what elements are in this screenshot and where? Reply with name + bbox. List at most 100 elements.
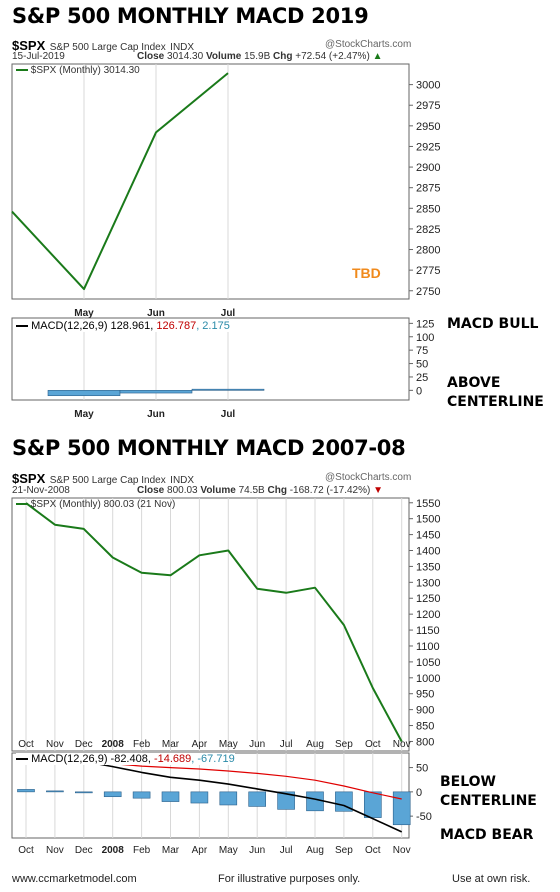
bottom-price-xtick-label: Mar [161, 739, 180, 750]
bottom-macd-xtick-label: Jul [280, 845, 293, 856]
bottom-price-ytick-label: 1400 [416, 546, 440, 558]
bottom-macd-hist-bar [103, 791, 122, 798]
bottom-macd-legend-swatch [16, 758, 28, 761]
bottom-price-ytick-label: 1450 [416, 530, 440, 542]
top-macd-ytick-label: 50 [416, 359, 428, 371]
top-annot-centerline: CENTERLINE [447, 394, 544, 410]
bottom-price-xtick-label: Nov [45, 739, 64, 750]
bottom-macd-hist-bar [190, 791, 209, 804]
top-price-xtick-label: Jul [221, 308, 236, 319]
bottom-macd-hist-bar [219, 791, 238, 806]
bottom-price-xtick-label: Sep [334, 739, 353, 750]
top-price-ytick-label: 3000 [416, 80, 440, 92]
bottom-price-xtick-label: Oct [18, 739, 34, 750]
bottom-macd-ytick-label: -50 [416, 811, 432, 823]
bottom-macd-hist-bar [75, 791, 93, 794]
top-price-frame [11, 63, 410, 300]
bottom-chg-down-arrow-icon: ▼ [373, 485, 384, 496]
bottom-signal-line [112, 763, 402, 800]
bottom-price-xtick-label: Dec [74, 739, 93, 750]
top-macd-hist-bar [119, 390, 193, 394]
bottom-price-xtick-label: Apr [191, 739, 208, 750]
top-chart-title: S&P 500 MONTHLY MACD 2019 [12, 4, 369, 28]
bottom-macd-xtick-label: Feb [133, 845, 151, 856]
bottom-chg-value: -168.72 (-17.42%) [289, 485, 371, 496]
top-macd-legend-signal: 126.787 [156, 320, 197, 332]
bottom-header-line2: 21-Nov-2008 Close 800.03 Volume 74.5B Ch… [12, 485, 417, 496]
bottom-macd-xtick-label: Jun [249, 845, 265, 856]
top-macd-ytick-label: 0 [416, 385, 422, 397]
bottom-macd-hist-bar [392, 791, 411, 826]
top-macd-ytick-label: 125 [416, 318, 434, 330]
bottom-macd-xtick-label: Oct [18, 845, 34, 856]
bottom-macd-legend-macd: MACD(12,26,9) -82.408, [31, 753, 154, 765]
top-price-ytick-label: 2800 [416, 245, 440, 257]
top-symbol: $SPX [12, 38, 46, 53]
bottom-price-xtick-label: Jun [249, 739, 266, 750]
bottom-macd-xtick-label: Aug [306, 845, 324, 856]
top-volume-label: Volume [205, 51, 242, 62]
top-watermark: @StockCharts.com [325, 39, 412, 50]
bottom-price-legend-swatch [16, 503, 28, 506]
bottom-price-xtick-label: Aug [306, 739, 324, 750]
bottom-price-ytick-label: 1550 [416, 498, 440, 510]
bottom-price-xtick-label: Feb [132, 739, 151, 750]
top-annot-above: ABOVE [447, 375, 501, 391]
bottom-chg-label: Chg [267, 485, 287, 496]
bottom-watermark: @StockCharts.com [325, 472, 412, 483]
bottom-annot-macd-bear: MACD BEAR [440, 827, 534, 843]
bottom-price-xtick-label: 2008 [101, 739, 124, 750]
top-macd-ytick-label: 25 [416, 372, 428, 384]
bottom-price-ytick-label: 800 [416, 736, 434, 748]
bottom-macd-hist-bar [248, 791, 266, 807]
top-price-xtick-label: Jun [147, 308, 165, 319]
top-price-ytick-label: 2900 [416, 162, 440, 174]
bottom-macd-legend-signal: -14.689 [153, 753, 192, 765]
top-price-legend: $SPX (Monthly) 3014.30 [16, 65, 140, 76]
top-macd-legend: MACD(12,26,9) 128.961, 126.787, 2.175 [16, 320, 230, 332]
top-macd-ytick-label: 75 [416, 345, 428, 357]
bottom-price-xtick-label: Jul [279, 739, 293, 750]
bottom-annot-below: BELOW [440, 774, 496, 790]
bottom-macd-hist-bar [363, 791, 382, 818]
top-price-ytick-label: 2950 [416, 121, 440, 133]
top-price-ytick-label: 2925 [416, 141, 440, 153]
top-price-ytick-label: 2750 [416, 286, 440, 298]
bottom-volume-value: 74.5B [238, 485, 265, 496]
top-chg-label: Chg [273, 51, 293, 62]
bottom-macd-xtick-label: Apr [192, 845, 208, 856]
bottom-macd-xtick-label: 2008 [102, 845, 125, 856]
bottom-macd-hist-bar [161, 791, 180, 802]
bottom-price-ytick-label: 950 [416, 689, 434, 701]
top-macd-xtick-label: Jul [221, 409, 236, 420]
bottom-price-ytick-label: 1350 [416, 561, 440, 573]
top-index-name: S&P 500 Large Cap Index [49, 42, 166, 53]
footer-site: www.ccmarketmodel.com [12, 873, 137, 885]
bottom-price-ytick-label: 1050 [416, 657, 440, 669]
top-close-label: Close [137, 51, 165, 62]
top-price-line [11, 72, 229, 291]
bottom-exchange: INDX [170, 475, 195, 486]
bottom-symbol: $SPX [12, 471, 46, 486]
top-annot-macd-bull: MACD BULL [447, 316, 539, 332]
bottom-price-legend-text: $SPX (Monthly) 800.03 (21 Nov) [30, 499, 176, 510]
top-macd-legend-macd: MACD(12,26,9) 128.961, [31, 320, 157, 332]
bottom-macd-xtick-label: Nov [46, 845, 64, 856]
bottom-price-xtick-label: Oct [365, 739, 381, 750]
bottom-price-legend: $SPX (Monthly) 800.03 (21 Nov) [16, 499, 175, 510]
bottom-macd-xtick-label: Dec [75, 845, 93, 856]
bottom-price-ytick-label: 1300 [416, 577, 440, 589]
bottom-close-label: Close [137, 485, 165, 496]
top-price-legend-swatch [16, 69, 28, 72]
top-date: 15-Jul-2019 [12, 51, 65, 62]
top-macd-xtick-label: Jun [147, 409, 165, 420]
bottom-macd-legend-hist: , -67.719 [191, 753, 235, 765]
top-price-ytick-label: 2850 [416, 203, 440, 215]
bottom-date: 21-Nov-2008 [12, 485, 70, 496]
bottom-macd-xtick-label: Sep [335, 845, 353, 856]
bottom-macd-line [83, 760, 403, 833]
footer-risk: Use at own risk. [452, 873, 531, 885]
bottom-price-ytick-label: 1100 [416, 641, 440, 653]
bottom-macd-hist-bar [335, 791, 353, 812]
